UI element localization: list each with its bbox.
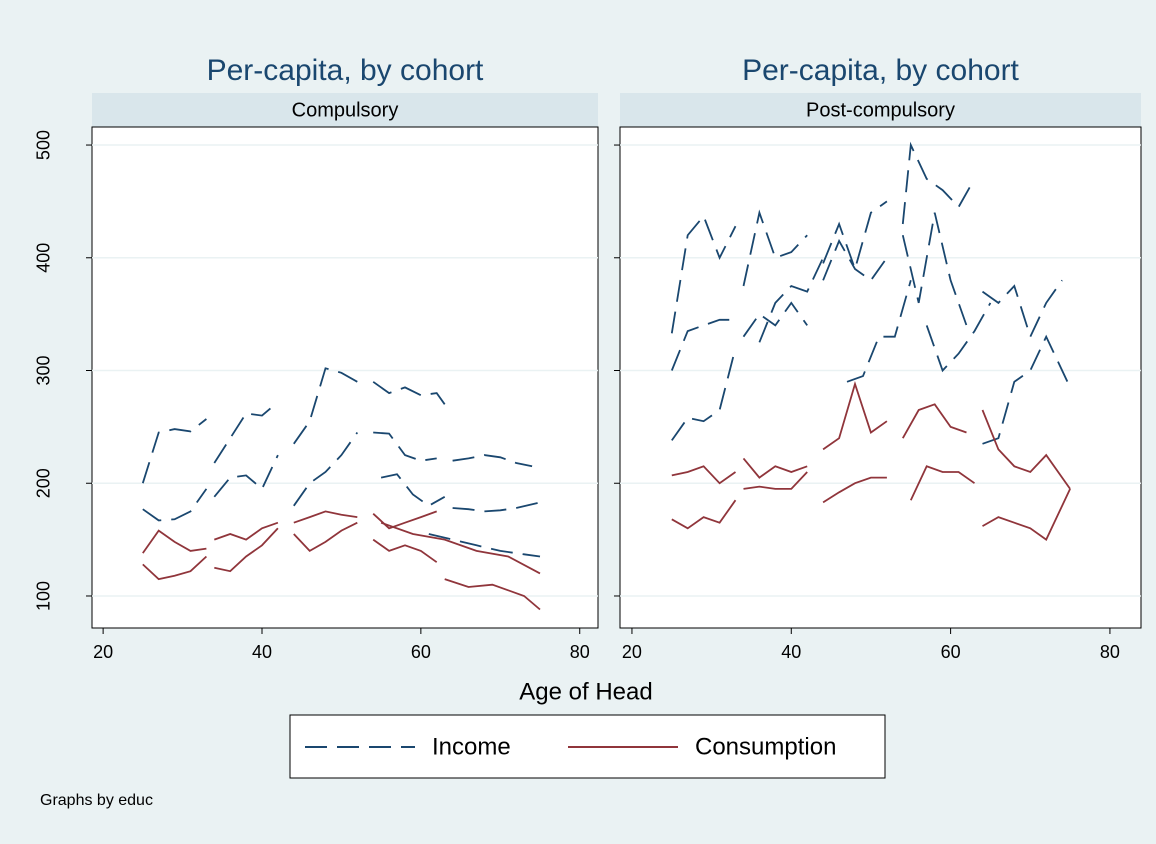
cohort-line xyxy=(925,302,992,373)
y-tick-label: 400 xyxy=(34,243,54,273)
cohort-line xyxy=(380,521,541,575)
cohort-line xyxy=(213,401,279,464)
cohort-line xyxy=(293,521,358,553)
cohort-line xyxy=(822,238,888,282)
cohort-line xyxy=(982,334,1071,445)
cohort-line xyxy=(901,141,976,225)
y-tick-label: 300 xyxy=(34,355,54,385)
cohort-line xyxy=(671,499,737,530)
legend-label: Consumption xyxy=(695,733,836,760)
panel-title: Per-capita, by cohort xyxy=(207,54,484,87)
cohort-line xyxy=(293,367,358,445)
cohort-line xyxy=(214,521,279,541)
x-tick-label: 60 xyxy=(941,642,961,662)
cohort-line xyxy=(670,214,737,334)
cohort-line xyxy=(142,529,207,554)
cohort-line xyxy=(742,457,808,479)
cohort-line xyxy=(671,347,737,441)
note: Graphs by educ xyxy=(40,792,153,809)
cohort-line xyxy=(758,257,824,343)
y-tick-label: 200 xyxy=(34,468,54,498)
cohort-line xyxy=(982,488,1071,541)
cohort-line xyxy=(214,527,279,573)
cohort-line xyxy=(743,471,808,490)
cohort-line xyxy=(142,555,208,581)
cohort-line xyxy=(213,454,279,498)
cohort-line xyxy=(452,501,541,513)
cohort-line xyxy=(372,538,438,563)
x-axis-title: Age of Head xyxy=(519,678,652,705)
cohort-line xyxy=(822,476,887,504)
cohort-line xyxy=(372,381,446,405)
cohort-line xyxy=(142,488,208,522)
strip xyxy=(620,93,1141,127)
x-tick-label: 80 xyxy=(1100,642,1120,662)
cohort-line xyxy=(742,209,808,287)
cohort-line xyxy=(981,279,1063,340)
cohort-line xyxy=(671,465,737,485)
panel-title: Per-capita, by cohort xyxy=(742,54,1019,87)
cohort-line xyxy=(981,409,1071,490)
cohort-line xyxy=(293,510,358,524)
cohort-line xyxy=(670,318,736,371)
cohort-line xyxy=(141,418,207,484)
x-tick-label: 40 xyxy=(781,642,801,662)
cohort-line xyxy=(444,578,541,611)
plot-area xyxy=(619,126,1142,629)
y-tick-label: 500 xyxy=(34,130,54,160)
cohort-line xyxy=(822,380,888,451)
panel-subtitle: Post-compulsory xyxy=(806,99,955,121)
cohort-line xyxy=(452,454,533,468)
cohort-line xyxy=(909,465,976,501)
cohort-line xyxy=(373,431,437,462)
legend-label: Income xyxy=(432,733,511,760)
x-tick-label: 20 xyxy=(93,642,113,662)
cohort-line xyxy=(901,212,968,326)
x-tick-label: 20 xyxy=(622,642,642,662)
strip xyxy=(92,93,598,127)
y-tick-label: 100 xyxy=(34,581,54,611)
cohort-line xyxy=(293,431,359,507)
cohort-line xyxy=(380,473,446,507)
panel-subtitle: Compulsory xyxy=(292,99,399,121)
cohort-line xyxy=(902,403,967,439)
cohort-line xyxy=(428,533,541,558)
plot-area xyxy=(91,126,599,629)
x-tick-label: 80 xyxy=(570,642,590,662)
x-tick-label: 40 xyxy=(252,642,272,662)
x-tick-label: 60 xyxy=(411,642,431,662)
cohort-line xyxy=(742,301,808,338)
cohort-line xyxy=(846,280,912,383)
